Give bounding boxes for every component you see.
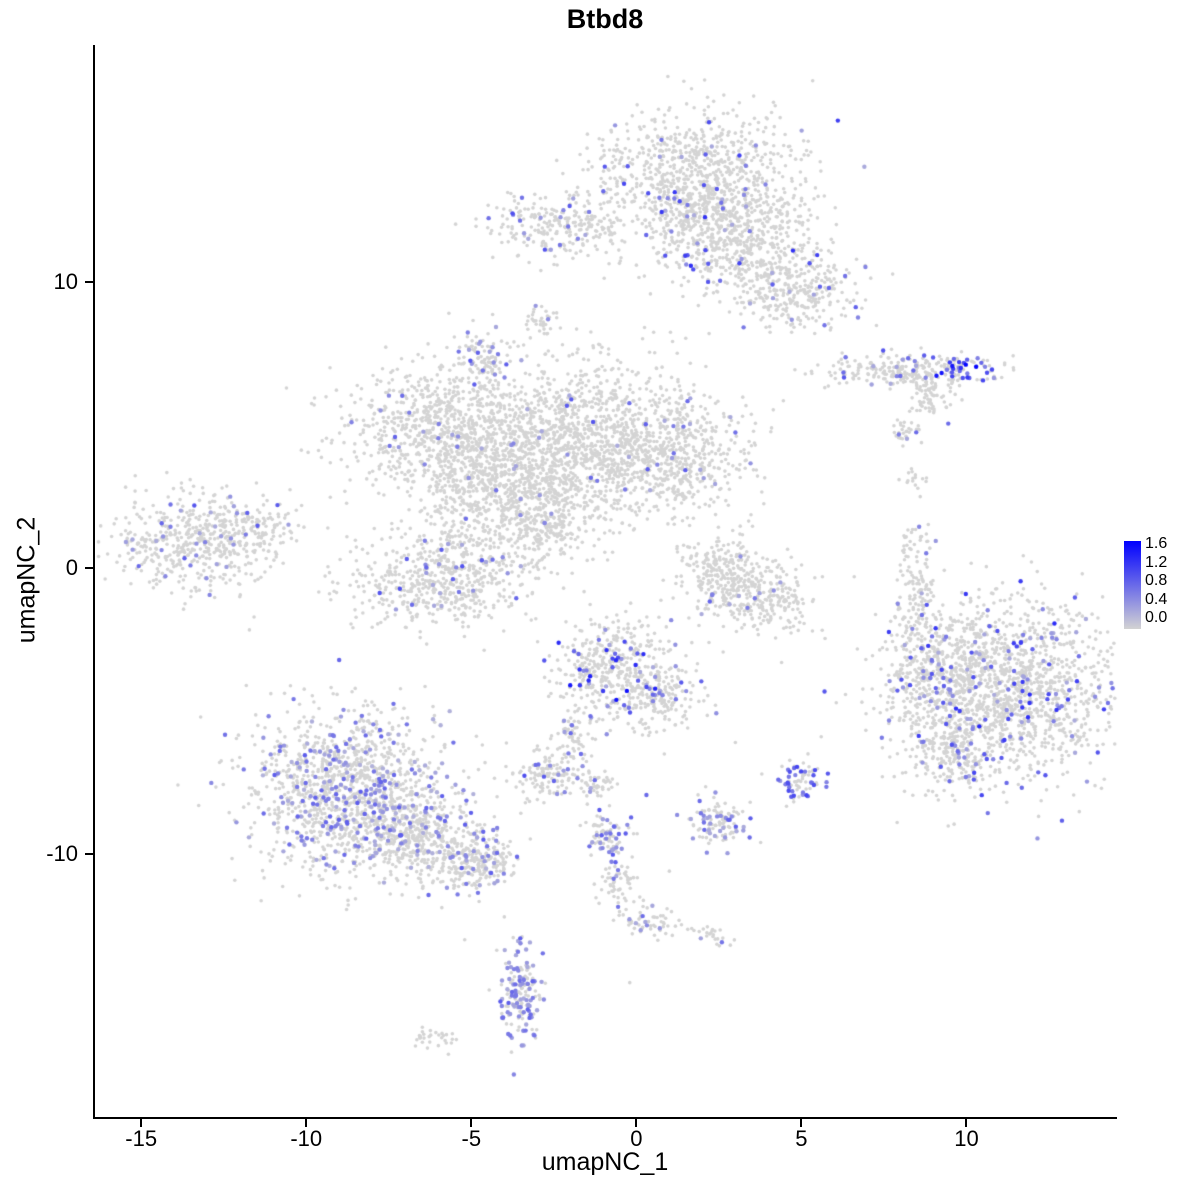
x-axis-line xyxy=(93,1117,1117,1119)
x-tick-mark xyxy=(800,1119,803,1127)
expression-legend: 1.6 1.2 0.8 0.4 0.0 xyxy=(1124,536,1167,629)
y-tick-label: 0 xyxy=(65,555,78,581)
legend-tick-label: 0.4 xyxy=(1145,590,1168,608)
legend-tick-label: 0.8 xyxy=(1145,572,1168,589)
chart-title: Btbd8 xyxy=(566,4,644,34)
x-tick-mark xyxy=(635,1119,638,1127)
x-tick-label: 10 xyxy=(954,1126,979,1151)
y-tick-mark xyxy=(85,281,93,284)
x-tick-label: -10 xyxy=(290,1126,323,1151)
x-tick-mark xyxy=(140,1119,143,1127)
legend-tick-label: 0.0 xyxy=(1145,609,1168,626)
legend-labels: 1.6 1.2 0.8 0.4 0.0 xyxy=(1145,536,1167,626)
x-axis-title: umapNC_1 xyxy=(541,1148,669,1176)
legend-tick-label: 1.2 xyxy=(1145,553,1168,571)
y-axis-line xyxy=(93,45,95,1119)
x-tick-mark xyxy=(305,1119,308,1127)
x-tick-label: -15 xyxy=(125,1126,158,1151)
x-tick-mark xyxy=(965,1119,968,1127)
x-tick-label: 0 xyxy=(630,1126,643,1151)
x-tick-mark xyxy=(470,1119,473,1127)
y-tick-label: -10 xyxy=(46,841,78,866)
y-tick-label: 10 xyxy=(53,269,78,295)
y-tick-mark xyxy=(85,567,93,570)
legend-gradient-bar xyxy=(1124,541,1141,629)
y-axis-title: umapNC_2 xyxy=(12,516,41,644)
legend-tick-label: 1.6 xyxy=(1145,535,1168,552)
x-tick-label: -5 xyxy=(461,1126,482,1151)
y-tick-mark xyxy=(85,853,93,855)
x-tick-label: 5 xyxy=(795,1126,808,1151)
